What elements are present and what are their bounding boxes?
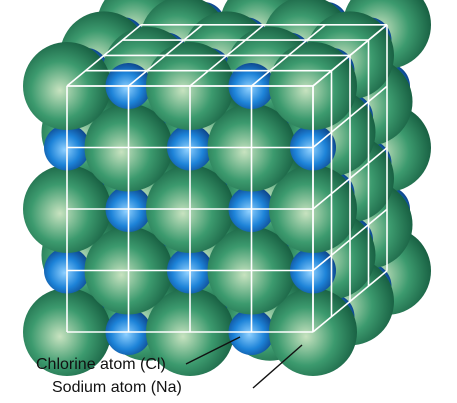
right-face-gridline — [312, 24, 388, 87]
right-face-gridline — [312, 85, 388, 149]
chlorine-leader-line — [185, 336, 241, 365]
chlorine-atom-label: Chlorine atom (Cl) — [36, 356, 166, 373]
sodium-leader-line — [252, 344, 303, 389]
sodium-atom-label: Sodium atom (Na) — [52, 379, 182, 396]
unit-cell-wireframe — [66, 23, 388, 333]
label-leader-lines — [185, 336, 303, 389]
top-face-gridline — [250, 24, 327, 87]
